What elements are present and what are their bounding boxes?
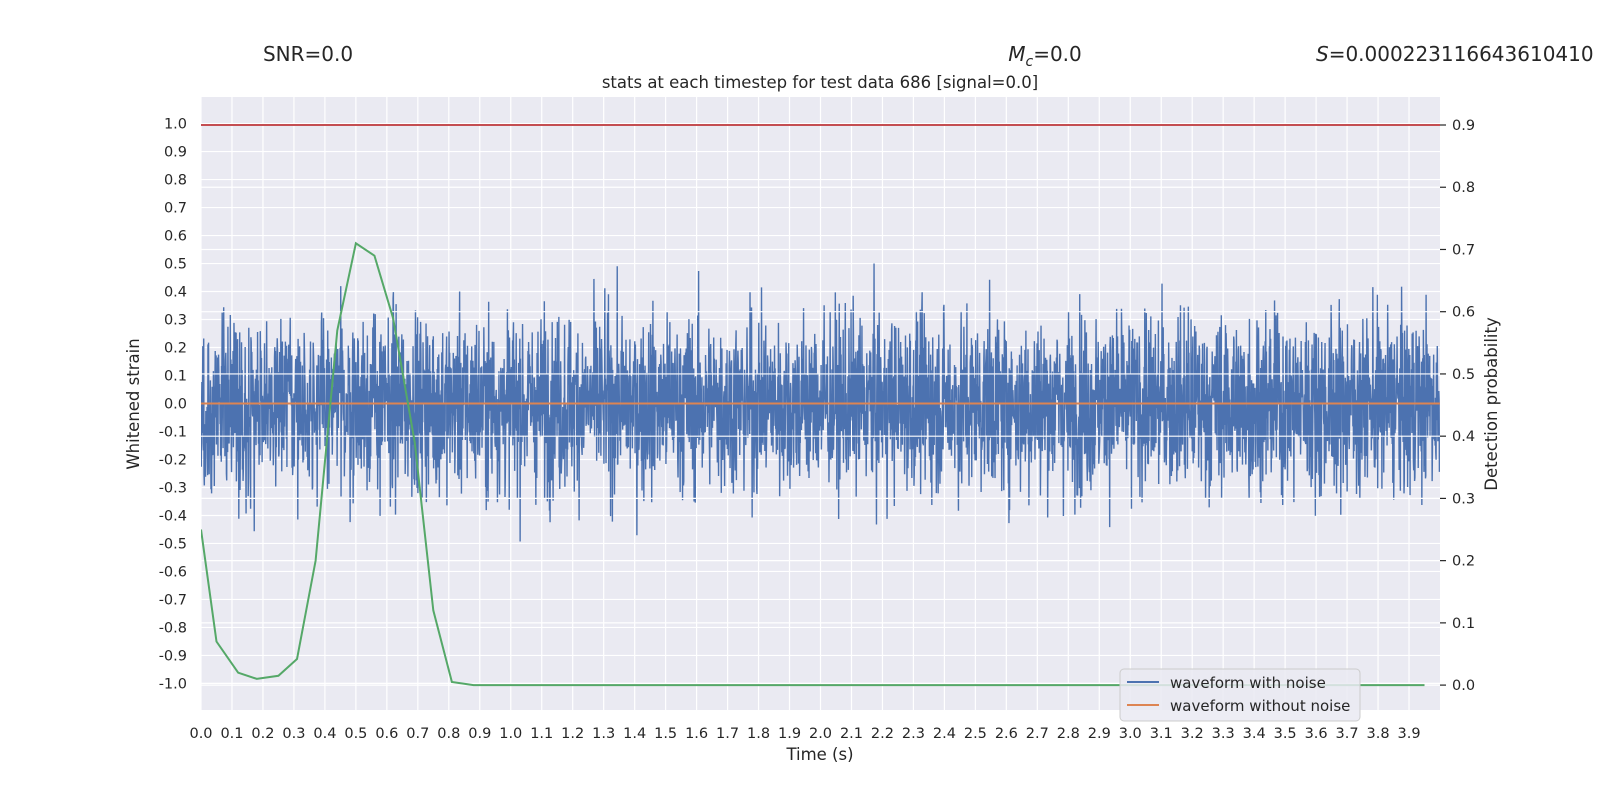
y-tick-label: 0.1 <box>164 369 187 385</box>
x-tick-label: 3.3 <box>1212 726 1235 742</box>
legend-box <box>1119 668 1361 722</box>
y-tick-label: 0.8 <box>164 173 187 189</box>
y2-axis-ticks: 0.9 0.8 0.7 0.6 0.5 0.4 0.3 0.2 0.1 0.0 <box>1440 118 1475 694</box>
y2-tick-label: 0.6 <box>1452 305 1475 321</box>
y2-tick-label: 0.8 <box>1452 180 1475 196</box>
y2-tick-label: 0.4 <box>1452 429 1475 445</box>
legend: waveform with noise waveform without noi… <box>1119 668 1361 722</box>
x-tick-label: 2.7 <box>1026 726 1049 742</box>
y2-tick-label: 0.5 <box>1452 367 1475 383</box>
chirp-mass-label: Mc=0.0 <box>1008 42 1082 70</box>
legend-label-clean: waveform without noise <box>1170 697 1350 715</box>
x-tick-label: 1.3 <box>592 726 615 742</box>
y-tick-label: -0.7 <box>159 592 187 608</box>
x-tick-label: 3.6 <box>1305 726 1328 742</box>
y-tick-label: -0.4 <box>159 508 187 524</box>
y-tick-label: -0.9 <box>159 648 187 664</box>
series-noise-line <box>201 263 1440 542</box>
x-tick-label: 1.5 <box>654 726 677 742</box>
y-axis-label: Whitened strain <box>124 338 143 469</box>
x-tick-label: 3.4 <box>1243 726 1266 742</box>
x-tick-label: 1.2 <box>561 726 584 742</box>
x-tick-label: 2.5 <box>964 726 987 742</box>
x-tick-label: 1.6 <box>685 726 708 742</box>
s-stat-label: S=0.000223116643610410 <box>1316 42 1594 66</box>
y-tick-label: -0.1 <box>159 424 187 440</box>
x-tick-label: 0.9 <box>468 726 491 742</box>
y2-tick-label: 0.3 <box>1452 491 1475 507</box>
y-tick-label: -0.8 <box>159 620 187 636</box>
x-tick-label: 1.1 <box>530 726 553 742</box>
x-tick-label: 0.0 <box>189 726 212 742</box>
y2-tick-label: 0.0 <box>1452 678 1475 694</box>
x-tick-label: 2.4 <box>933 726 956 742</box>
y-axis-ticks: 1.0 0.9 0.8 0.7 0.6 0.5 0.4 0.3 0.2 0.1 0.0 -0.1 -0.… <box>159 117 187 693</box>
x-tick-label: 2.6 <box>995 726 1018 742</box>
x-tick-label: 0.1 <box>220 726 243 742</box>
y2-tick-label: 0.1 <box>1452 616 1475 632</box>
x-tick-label: 0.3 <box>282 726 305 742</box>
y-tick-label: -0.2 <box>159 452 187 468</box>
x-axis-ticks: 0.0 0.1 0.2 0.3 0.4 0.5 0.6 0.7 0.8 0.9 1.0 1.1 1.2 1… <box>189 726 1420 742</box>
y-tick-label: -0.3 <box>159 480 187 496</box>
x-tick-label: 3.8 <box>1367 726 1390 742</box>
y-tick-label: 0.3 <box>164 313 187 329</box>
x-tick-label: 1.4 <box>623 726 646 742</box>
y-tick-label: 0.2 <box>164 341 187 357</box>
y-tick-label: 0.0 <box>164 397 187 413</box>
x-tick-label: 2.8 <box>1057 726 1080 742</box>
x-tick-label: 1.0 <box>499 726 522 742</box>
y2-tick-label: 0.2 <box>1452 554 1475 570</box>
x-tick-label: 0.6 <box>375 726 398 742</box>
x-tick-label: 2.2 <box>871 726 894 742</box>
y2-axis-label: Detection probability <box>1482 317 1501 491</box>
x-tick-label: 0.2 <box>251 726 274 742</box>
y-tick-label: 0.9 <box>164 145 187 161</box>
x-tick-label: 0.4 <box>313 726 336 742</box>
y-tick-label: 0.7 <box>164 201 187 217</box>
y-tick-label: -0.6 <box>159 564 187 580</box>
legend-label-noise: waveform with noise <box>1170 674 1326 692</box>
y-tick-label: 0.5 <box>164 257 187 273</box>
y2-tick-label: 0.9 <box>1452 118 1475 134</box>
y2-tick-label: 0.7 <box>1452 242 1475 258</box>
x-axis-label: Time (s) <box>785 745 853 764</box>
y-tick-label: -0.5 <box>159 536 187 552</box>
snr-label: SNR=0.0 <box>263 42 353 66</box>
y-tick-label: 1.0 <box>164 117 187 133</box>
chart-title: stats at each timestep for test data 686… <box>602 73 1038 92</box>
x-tick-label: 3.0 <box>1119 726 1142 742</box>
x-tick-label: 3.2 <box>1181 726 1204 742</box>
y-tick-label: -1.0 <box>159 676 187 692</box>
x-tick-label: 2.0 <box>809 726 832 742</box>
x-tick-label: 2.9 <box>1088 726 1111 742</box>
x-tick-label: 1.7 <box>716 726 739 742</box>
x-tick-label: 0.5 <box>344 726 367 742</box>
x-tick-label: 2.3 <box>902 726 925 742</box>
x-tick-label: 1.8 <box>747 726 770 742</box>
x-tick-label: 0.7 <box>406 726 429 742</box>
x-tick-label: 3.5 <box>1274 726 1297 742</box>
x-tick-label: 2.1 <box>840 726 863 742</box>
y-tick-label: 0.4 <box>164 285 187 301</box>
x-tick-label: 3.1 <box>1150 726 1173 742</box>
x-tick-label: 0.8 <box>437 726 460 742</box>
x-tick-label: 3.9 <box>1397 726 1420 742</box>
series-probability-line <box>201 241 1425 687</box>
y-tick-label: 0.6 <box>164 229 187 245</box>
x-tick-label: 1.9 <box>778 726 801 742</box>
x-tick-label: 3.7 <box>1336 726 1359 742</box>
